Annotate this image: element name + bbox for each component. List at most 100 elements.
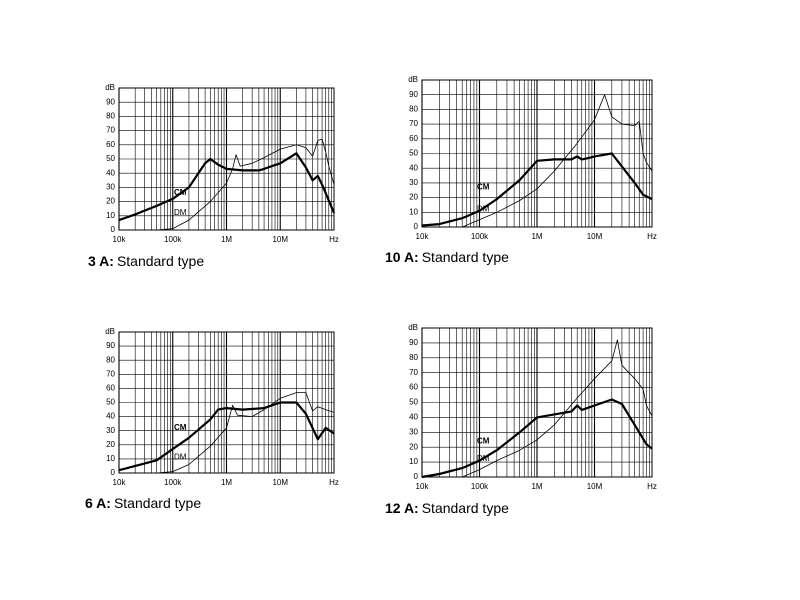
y-tick-label: 60: [409, 383, 418, 392]
y-tick-label: 60: [409, 134, 418, 143]
y-tick-label: 40: [409, 413, 418, 422]
x-axis-label: Hz: [329, 235, 339, 244]
y-tick-label: 50: [409, 149, 418, 158]
caption: 3 A: Standard type: [88, 253, 204, 269]
y-tick-label: 30: [409, 427, 418, 436]
x-tick-label: 10k: [416, 232, 430, 241]
series-line: [421, 398, 653, 479]
y-tick-label: 70: [106, 369, 115, 378]
y-tick-label: 40: [409, 163, 418, 172]
y-tick-label: 70: [409, 119, 418, 128]
caption-bold: 12 A:: [385, 500, 419, 516]
y-tick-label: 10: [106, 211, 115, 220]
x-tick-label: 100k: [471, 232, 489, 241]
x-axis-label: Hz: [647, 482, 657, 491]
x-tick-label: 1M: [221, 478, 232, 487]
y-tick-label: 90: [409, 90, 418, 99]
series-label: CM: [174, 423, 187, 432]
series-line: [422, 94, 653, 228]
x-tick-label: 10M: [587, 232, 603, 241]
series-label: CM: [477, 182, 490, 191]
caption-text: Standard type: [422, 500, 509, 516]
chart: 0 10 20 30 40 50 60 70 80 90 10k 100k 1M 10M dB Hz CM DM 1…: [385, 323, 657, 516]
x-tick-label: 10k: [113, 235, 127, 244]
x-tick-label: 100k: [471, 482, 489, 491]
series-label: DM: [174, 208, 187, 217]
x-tick-label: 10M: [587, 482, 603, 491]
y-tick-label: 20: [106, 197, 115, 206]
y-tick-label: 70: [409, 368, 418, 377]
x-tick-label: 1M: [531, 482, 542, 491]
series-line: [118, 152, 336, 222]
x-tick-label: 100k: [164, 235, 182, 244]
y-tick-label: 20: [409, 193, 418, 202]
x-tick-label: 10M: [272, 235, 288, 244]
x-tick-label: 10k: [416, 482, 430, 491]
plot-frame: [118, 87, 335, 231]
caption: 12 A: Standard type: [385, 500, 509, 516]
series-line: [421, 152, 653, 227]
caption: 6 A: Standard type: [85, 495, 201, 511]
y-tick-label: 30: [106, 183, 115, 192]
plot-frame: [421, 79, 653, 228]
chart: 0 10 20 30 40 50 60 70 80 90 10k 100k 1M 10M dB Hz CM DM 3…: [88, 83, 339, 269]
y-tick-label: 40: [106, 168, 115, 177]
y-tick-label: 0: [111, 225, 116, 234]
y-tick-label: 0: [111, 468, 116, 477]
y-axis-label: dB: [105, 327, 115, 336]
x-axis-label: Hz: [647, 232, 657, 241]
plot-frame: [421, 327, 653, 478]
caption: 10 A: Standard type: [385, 249, 509, 265]
y-tick-label: 90: [106, 97, 115, 106]
caption-text: Standard type: [422, 249, 509, 265]
x-tick-label: 10M: [272, 478, 288, 487]
y-tick-label: 80: [409, 105, 418, 114]
series-label: DM: [174, 453, 187, 462]
y-tick-label: 0: [414, 222, 419, 231]
caption-text: Standard type: [114, 495, 201, 511]
y-tick-label: 80: [106, 355, 115, 364]
y-tick-label: 20: [106, 440, 115, 449]
series-line: [422, 339, 653, 478]
y-axis-label: dB: [408, 323, 418, 332]
y-axis-label: dB: [105, 83, 115, 92]
series-label: CM: [477, 436, 490, 445]
y-tick-label: 90: [106, 341, 115, 350]
x-tick-label: 10k: [113, 478, 127, 487]
caption-text: Standard type: [117, 253, 204, 269]
caption-bold: 3 A:: [88, 253, 114, 269]
y-tick-label: 10: [409, 457, 418, 466]
series-label: CM: [174, 188, 187, 197]
y-tick-label: 60: [106, 384, 115, 393]
y-tick-label: 90: [409, 338, 418, 347]
y-tick-label: 30: [409, 178, 418, 187]
y-axis-label: dB: [408, 75, 418, 84]
series-label: DM: [477, 204, 490, 213]
y-tick-label: 50: [106, 154, 115, 163]
series-line: [118, 401, 335, 472]
y-tick-label: 80: [409, 353, 418, 362]
series-line: [119, 392, 335, 474]
x-tick-label: 1M: [531, 232, 542, 241]
y-tick-label: 10: [409, 207, 418, 216]
y-tick-label: 80: [106, 112, 115, 121]
y-tick-label: 60: [106, 140, 115, 149]
series-label: DM: [477, 454, 490, 463]
plot-frame: [118, 331, 335, 474]
caption-bold: 10 A:: [385, 249, 419, 265]
y-tick-label: 70: [106, 126, 115, 135]
chart: 0 10 20 30 40 50 60 70 80 90 10k 100k 1M 10M dB Hz CM DM 1…: [385, 75, 657, 265]
y-tick-label: 10: [106, 454, 115, 463]
x-tick-label: 100k: [164, 478, 182, 487]
y-tick-label: 50: [106, 398, 115, 407]
x-tick-label: 1M: [221, 235, 232, 244]
chart: 0 10 20 30 40 50 60 70 80 90 10k 100k 1M 10M dB Hz CM DM 6…: [85, 327, 339, 511]
y-tick-label: 20: [409, 442, 418, 451]
y-tick-label: 0: [414, 472, 419, 481]
caption-bold: 6 A:: [85, 495, 111, 511]
x-axis-label: Hz: [329, 478, 339, 487]
y-tick-label: 50: [409, 398, 418, 407]
y-tick-label: 30: [106, 426, 115, 435]
y-tick-label: 40: [106, 412, 115, 421]
